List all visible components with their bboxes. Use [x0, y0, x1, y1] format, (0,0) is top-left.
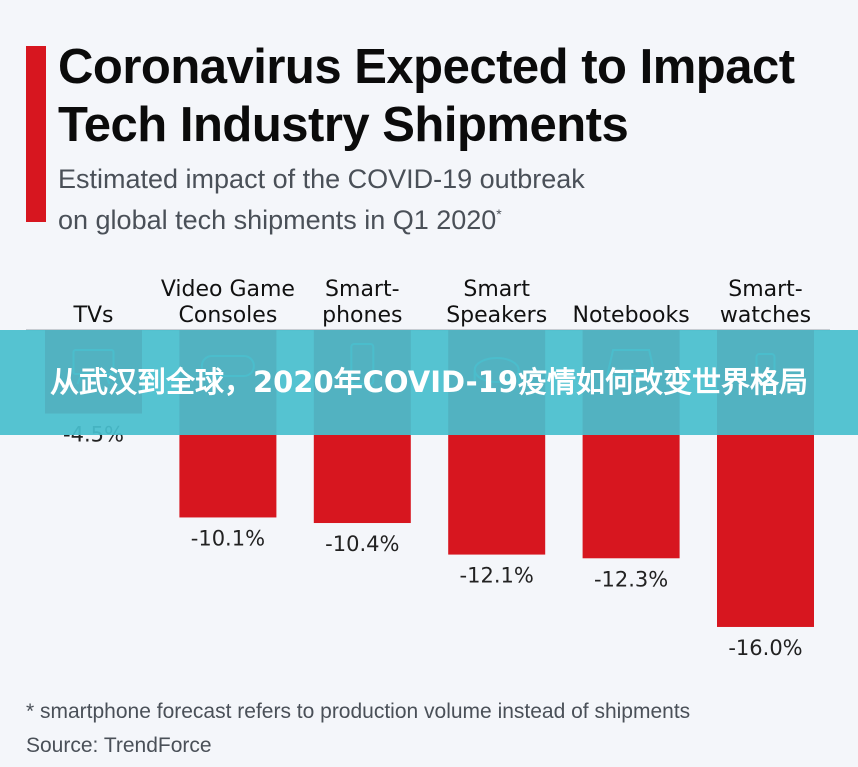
category-label: Consoles [179, 303, 278, 328]
category-label: Smart [463, 277, 530, 302]
category-label: Smart- [728, 277, 803, 302]
bar-chart: TVs-4.5%Video GameConsoles-10.1%Smart-ph… [26, 277, 830, 660]
category-label: Smart- [325, 277, 400, 302]
title-accent-bar [26, 46, 46, 222]
subtitle-line-2: on global tech shipments in Q1 2020 [58, 205, 497, 235]
value-label: -12.1% [460, 564, 534, 588]
value-label: -16.0% [728, 636, 802, 660]
subtitle-line-1: Estimated impact of the COVID-19 outbrea… [58, 164, 585, 194]
category-label: Video Game [161, 277, 295, 302]
category-label: Notebooks [573, 303, 690, 328]
value-label: -12.3% [594, 567, 668, 591]
category-label: phones [322, 303, 402, 328]
value-label: -10.4% [325, 532, 399, 556]
footnote: * smartphone forecast refers to producti… [26, 700, 691, 723]
overlay-banner: 从武汉到全球，2020年COVID-19疫情如何改变世界格局 [0, 330, 858, 435]
category-label: TVs [73, 303, 114, 328]
source-note: Source: TrendForce [26, 734, 212, 757]
value-label: -10.1% [191, 526, 265, 550]
subtitle-footnote-mark: * [496, 206, 502, 222]
overlay-banner-text: 从武汉到全球，2020年COVID-19疫情如何改变世界格局 [49, 365, 809, 399]
category-label: watches [720, 303, 811, 328]
chart-title: Coronavirus Expected to Impact Tech Indu… [58, 40, 795, 152]
category-label: Speakers [446, 303, 547, 328]
chart-subtitle: Estimated impact of the COVID-19 outbrea… [58, 162, 758, 238]
